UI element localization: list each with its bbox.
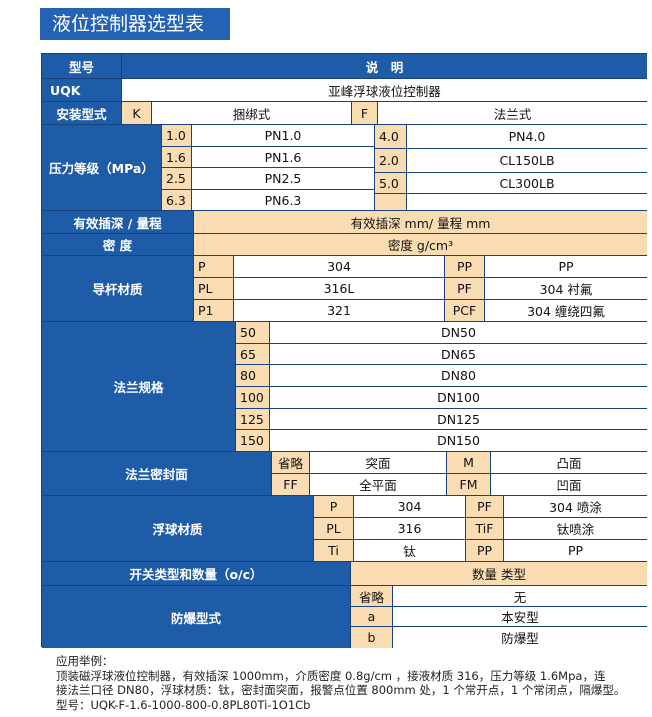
pressure-code: 4.0: [375, 125, 407, 149]
explosion-label: 防爆型式: [42, 586, 351, 648]
rod-code: PP: [445, 256, 485, 278]
flange-label: 法兰规格: [42, 322, 236, 452]
float-code: PL: [314, 518, 354, 540]
rod-desc: 316L: [234, 278, 445, 300]
flange-code: 100: [236, 387, 270, 409]
float-code: P: [314, 496, 354, 518]
install-label: 安装型式: [42, 102, 122, 125]
seal-code: 省略: [272, 452, 310, 474]
header-description: 说 明: [122, 54, 647, 79]
float-desc: 304 喷涂: [504, 496, 647, 518]
flange-code: 150: [236, 430, 270, 452]
application-example: 应用举例： 顶装磁浮球液位控制器，有效插深 1000mm，介质密度 0.8g/c…: [56, 654, 652, 712]
pressure-code: 2.0: [375, 149, 407, 173]
seal-code: FF: [272, 474, 310, 496]
rod-desc: 321: [234, 300, 445, 322]
rod-code: P1: [194, 300, 234, 322]
example-text: 顶装磁浮球液位控制器，有效插深 1000mm，介质密度 0.8g/cm ，接液材…: [56, 668, 606, 683]
seal-label: 法兰密封面: [42, 452, 272, 496]
install-desc-f: 法兰式: [378, 102, 647, 125]
rod-label: 导杆材质: [42, 256, 194, 322]
page-title: 液位控制器选型表: [40, 8, 230, 40]
selection-table: 型号 说 明 UQK 亚峰浮球液位控制器 安装型式 K 捆绑式 F 法兰式 压力…: [41, 53, 647, 648]
seal-desc: 突面: [310, 452, 447, 474]
rod-code: PL: [194, 278, 234, 300]
rod-code: PF: [445, 278, 485, 300]
flange-desc: DN125: [270, 409, 647, 430]
explosion-desc: 无: [393, 586, 647, 607]
seal-code: FM: [447, 474, 491, 496]
rod-desc: 304: [234, 256, 445, 278]
pressure-desc: CL300LB: [407, 173, 647, 194]
float-desc: 钛喷涂: [504, 518, 647, 540]
example-model: 型号：UQK-F-1.6-1000-800-0.8PL80Ti-1O1Cb: [56, 697, 311, 712]
rod-desc: 304 衬氟: [485, 278, 647, 300]
rod-desc: PP: [485, 256, 647, 278]
model-description: 亚峰浮球液位控制器: [122, 79, 647, 102]
explosion-code: a: [351, 607, 393, 627]
pressure-code: 6.3: [162, 190, 192, 211]
flange-desc: DN65: [270, 344, 647, 365]
model-code: UQK: [42, 79, 122, 102]
install-code-k: K: [122, 102, 152, 125]
seal-desc: 凹面: [491, 474, 647, 496]
seal-desc: 凸面: [491, 452, 647, 474]
pressure-desc: PN1.6: [192, 147, 375, 168]
seal-code: M: [447, 452, 491, 474]
flange-code: 125: [236, 409, 270, 430]
pressure-desc-empty: [407, 194, 647, 211]
flange-code: 65: [236, 344, 270, 365]
flange-desc: DN50: [270, 322, 647, 344]
float-desc: 316: [354, 518, 466, 540]
install-code-f: F: [352, 102, 378, 125]
float-label: 浮球材质: [42, 496, 314, 562]
pressure-desc: PN2.5: [192, 168, 375, 190]
flange-code: 80: [236, 365, 270, 387]
depth-value: 有效插深 mm/ 量程 mm: [194, 211, 647, 234]
rod-desc: 304 缠绕四氟: [485, 300, 647, 322]
pressure-desc: PN6.3: [192, 190, 375, 211]
rod-code: P: [194, 256, 234, 278]
depth-label: 有效插深 / 量程: [42, 211, 194, 234]
float-code: PF: [466, 496, 504, 518]
explosion-desc: 本安型: [393, 607, 647, 627]
pressure-desc: PN4.0: [407, 125, 647, 149]
switch-label: 开关类型和数量（o/c）: [42, 562, 351, 586]
seal-desc: 全平面: [310, 474, 447, 496]
float-desc: 钛: [354, 540, 466, 562]
pressure-desc: PN1.0: [192, 125, 375, 147]
pressure-code: 1.6: [162, 147, 192, 168]
pressure-code: 1.0: [162, 125, 192, 147]
flange-desc: DN150: [270, 430, 647, 452]
float-desc: PP: [504, 540, 647, 562]
flange-code: 50: [236, 322, 270, 344]
rod-code: PCF: [445, 300, 485, 322]
pressure-code: 5.0: [375, 173, 407, 194]
pressure-code-empty: [375, 194, 407, 211]
pressure-desc: CL150LB: [407, 149, 647, 173]
pressure-code: 2.5: [162, 168, 192, 190]
density-label: 密 度: [42, 234, 194, 256]
float-desc: 304: [354, 496, 466, 518]
flange-desc: DN80: [270, 365, 647, 387]
example-heading: 应用举例：: [56, 654, 114, 668]
explosion-code: 省略: [351, 586, 393, 607]
header-model: 型号: [42, 54, 122, 79]
explosion-code: b: [351, 627, 393, 648]
float-code: Ti: [314, 540, 354, 562]
switch-value: 数量 类型: [351, 562, 647, 586]
flange-desc: DN100: [270, 387, 647, 409]
density-value: 密度 g/cm³: [194, 234, 647, 256]
example-text: 接法兰口径 DN80，浮球材质：钛，密封面突面，报警点位置 800mm 处，1 …: [56, 683, 626, 697]
install-desc-k: 捆绑式: [152, 102, 352, 125]
pressure-label: 压力等级（MPa）: [42, 125, 162, 211]
explosion-desc: 防爆型: [393, 627, 647, 648]
float-code: TiF: [466, 518, 504, 540]
float-code: PP: [466, 540, 504, 562]
